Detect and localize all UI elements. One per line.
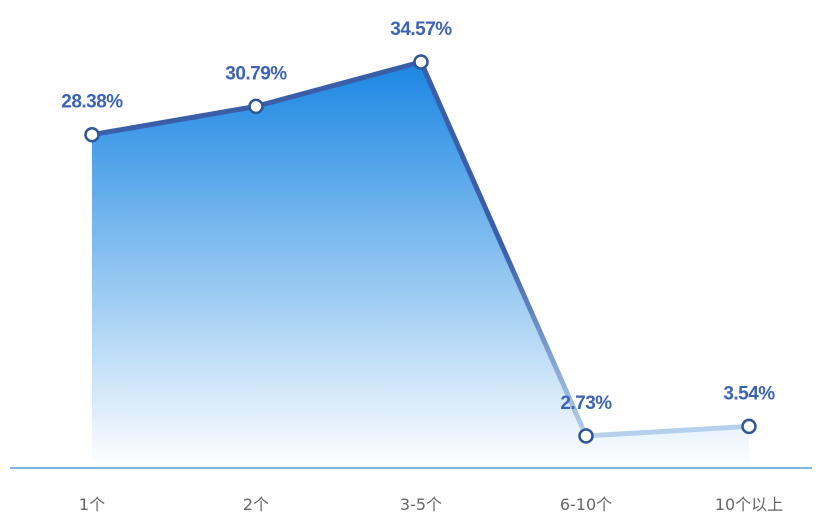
value-labels-layer: 28.38% 30.79% 34.57% 2.73% 3.54%	[61, 19, 776, 414]
x-tick-label: 2个	[243, 495, 269, 514]
data-point-marker	[84, 126, 100, 143]
data-point-marker	[741, 418, 757, 435]
data-point-marker	[578, 428, 594, 444]
data-value-label: 34.57%	[390, 19, 452, 40]
data-value-label: 28.38%	[61, 92, 123, 113]
x-tick-label: 10个以上	[715, 495, 783, 514]
data-value-label: 30.79%	[225, 63, 287, 84]
data-value-label: 2.73%	[560, 393, 612, 414]
series-line-segment	[253, 59, 424, 109]
series-line-segment	[418, 59, 589, 439]
data-point-marker	[248, 98, 264, 115]
x-tick-label: 6-10个	[560, 495, 612, 514]
x-tick-label: 1个	[79, 495, 105, 514]
line-layer	[89, 59, 752, 439]
data-value-label: 3.54%	[723, 383, 775, 404]
series-line-segment	[583, 423, 752, 439]
x-tick-labels-layer: 1个 2个 3-5个 6-10个 10个以上	[79, 495, 783, 514]
area-layer	[92, 62, 749, 468]
area-fill	[92, 62, 749, 468]
data-point-marker	[413, 54, 429, 70]
series-line-segment	[89, 103, 259, 138]
markers-layer	[84, 54, 757, 444]
x-tick-label: 3-5个	[400, 495, 442, 514]
